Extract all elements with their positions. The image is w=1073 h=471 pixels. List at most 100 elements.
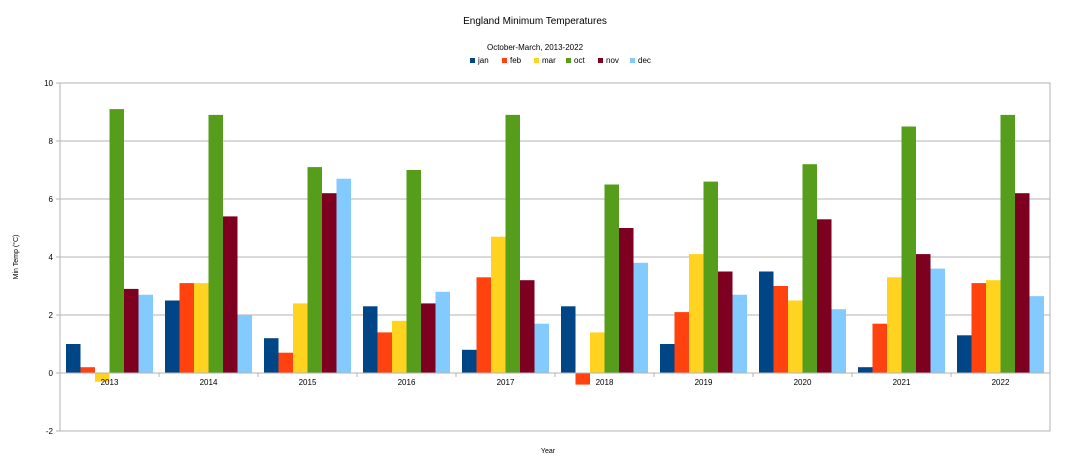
bar-mar-2021 — [887, 277, 902, 373]
y-tick-label: 4 — [49, 253, 54, 262]
legend-swatch-mar — [534, 58, 539, 63]
bar-mar-2017 — [491, 236, 506, 373]
x-tick-label: 2016 — [398, 378, 416, 387]
bar-oct-2014 — [208, 114, 223, 374]
bar-mar-2013 — [95, 373, 110, 382]
chart-subtitle: October-March, 2013-2022 — [487, 43, 584, 52]
bar-jan-2014 — [165, 300, 180, 373]
bar-feb-2022 — [971, 283, 986, 373]
bar-dec-2013 — [138, 294, 153, 373]
bar-jan-2017 — [462, 349, 477, 373]
axes — [56, 82, 1051, 432]
x-tick-label: 2021 — [893, 378, 911, 387]
bar-dec-2018 — [633, 262, 648, 373]
bar-dec-2019 — [732, 294, 747, 373]
legend-swatch-feb — [502, 58, 507, 63]
bar-dec-2017 — [534, 323, 549, 373]
bar-nov-2016 — [421, 303, 436, 373]
bar-feb-2020 — [773, 286, 788, 373]
bar-dec-2015 — [336, 178, 351, 373]
x-tick-label: 2019 — [695, 378, 713, 387]
y-tick-label: 8 — [49, 137, 54, 146]
bar-feb-2013 — [80, 367, 95, 373]
legend: jan feb mar oct nov dec — [470, 56, 651, 65]
legend-label-dec: dec — [638, 56, 651, 65]
chart-title: England Minimum Temperatures — [463, 16, 607, 27]
legend-swatch-oct — [566, 58, 571, 63]
bar-nov-2014 — [223, 216, 238, 373]
legend-label-nov: nov — [606, 56, 619, 65]
legend-swatch-dec — [630, 58, 635, 63]
bar-dec-2022 — [1029, 296, 1044, 373]
bar-feb-2018 — [575, 373, 590, 385]
x-tick-labels: 2013 2014 2015 2016 2017 2018 2019 2020 2021 2022 — [101, 378, 1010, 387]
legend-label-jan: jan — [477, 56, 489, 65]
y-axis-label: Min Temp (°C) — [12, 235, 20, 280]
bar-mar-2016 — [392, 320, 407, 373]
x-axis-label: Year — [541, 448, 556, 455]
bar-dec-2014 — [237, 315, 252, 373]
x-tick-label: 2022 — [992, 378, 1010, 387]
y-tick-label: 2 — [49, 311, 54, 320]
bar-oct-2016 — [406, 170, 421, 373]
bar-nov-2022 — [1015, 193, 1030, 373]
bar-jan-2016 — [363, 306, 378, 373]
bar-mar-2019 — [689, 254, 704, 373]
bar-oct-2020 — [802, 164, 817, 373]
bar-oct-2013 — [109, 109, 124, 373]
y-tick-label: -2 — [46, 427, 54, 436]
x-tick-label: 2015 — [299, 378, 317, 387]
bar-nov-2017 — [520, 280, 535, 373]
bar-jan-2015 — [264, 338, 279, 373]
bar-feb-2019 — [674, 312, 689, 373]
bar-jan-2021 — [858, 367, 873, 373]
bar-mar-2014 — [194, 283, 209, 373]
bar-jan-2019 — [660, 344, 675, 373]
bar-mar-2015 — [293, 303, 308, 373]
bar-nov-2019 — [718, 271, 733, 373]
legend-swatch-jan — [470, 58, 475, 63]
bar-jan-2022 — [957, 335, 972, 373]
legend-swatch-nov — [598, 58, 603, 63]
bar-oct-2018 — [604, 184, 619, 373]
bar-dec-2016 — [435, 291, 450, 373]
plot-area-border — [59, 82, 1051, 432]
y-tick-label: 0 — [49, 369, 54, 378]
bar-oct-2015 — [307, 167, 322, 373]
bar-oct-2017 — [505, 114, 520, 374]
y-tick-label: 10 — [44, 79, 53, 88]
bar-dec-2021 — [930, 268, 945, 373]
bar-feb-2017 — [476, 277, 491, 373]
x-tick-label: 2018 — [596, 378, 614, 387]
legend-label-oct: oct — [574, 56, 585, 65]
x-tick-label: 2014 — [200, 378, 218, 387]
x-tick-label: 2013 — [101, 378, 119, 387]
y-tick-labels: -2 0 2 4 6 8 10 — [44, 79, 53, 436]
bar-oct-2021 — [901, 126, 916, 373]
x-tick-label: 2020 — [794, 378, 812, 387]
bar-nov-2021 — [916, 254, 931, 373]
bar-mar-2018 — [590, 332, 605, 373]
bar-jan-2020 — [759, 271, 774, 373]
bars — [66, 109, 1044, 385]
bar-jan-2018 — [561, 306, 576, 373]
bar-mar-2022 — [986, 280, 1001, 373]
bar-jan-2013 — [66, 344, 81, 373]
bar-oct-2019 — [703, 181, 718, 373]
bar-nov-2013 — [124, 288, 139, 373]
bar-oct-2022 — [1000, 114, 1015, 374]
bar-feb-2016 — [377, 332, 392, 373]
bar-nov-2018 — [619, 228, 634, 373]
y-tick-label: 6 — [49, 195, 54, 204]
bar-feb-2014 — [179, 283, 194, 373]
bar-nov-2020 — [817, 219, 832, 373]
bar-feb-2015 — [278, 352, 293, 373]
bar-feb-2021 — [872, 323, 887, 373]
x-tick-label: 2017 — [497, 378, 515, 387]
bar-mar-2020 — [788, 300, 803, 373]
bar-nov-2015 — [322, 193, 337, 373]
bar-dec-2020 — [831, 309, 846, 373]
legend-label-mar: mar — [542, 56, 556, 65]
